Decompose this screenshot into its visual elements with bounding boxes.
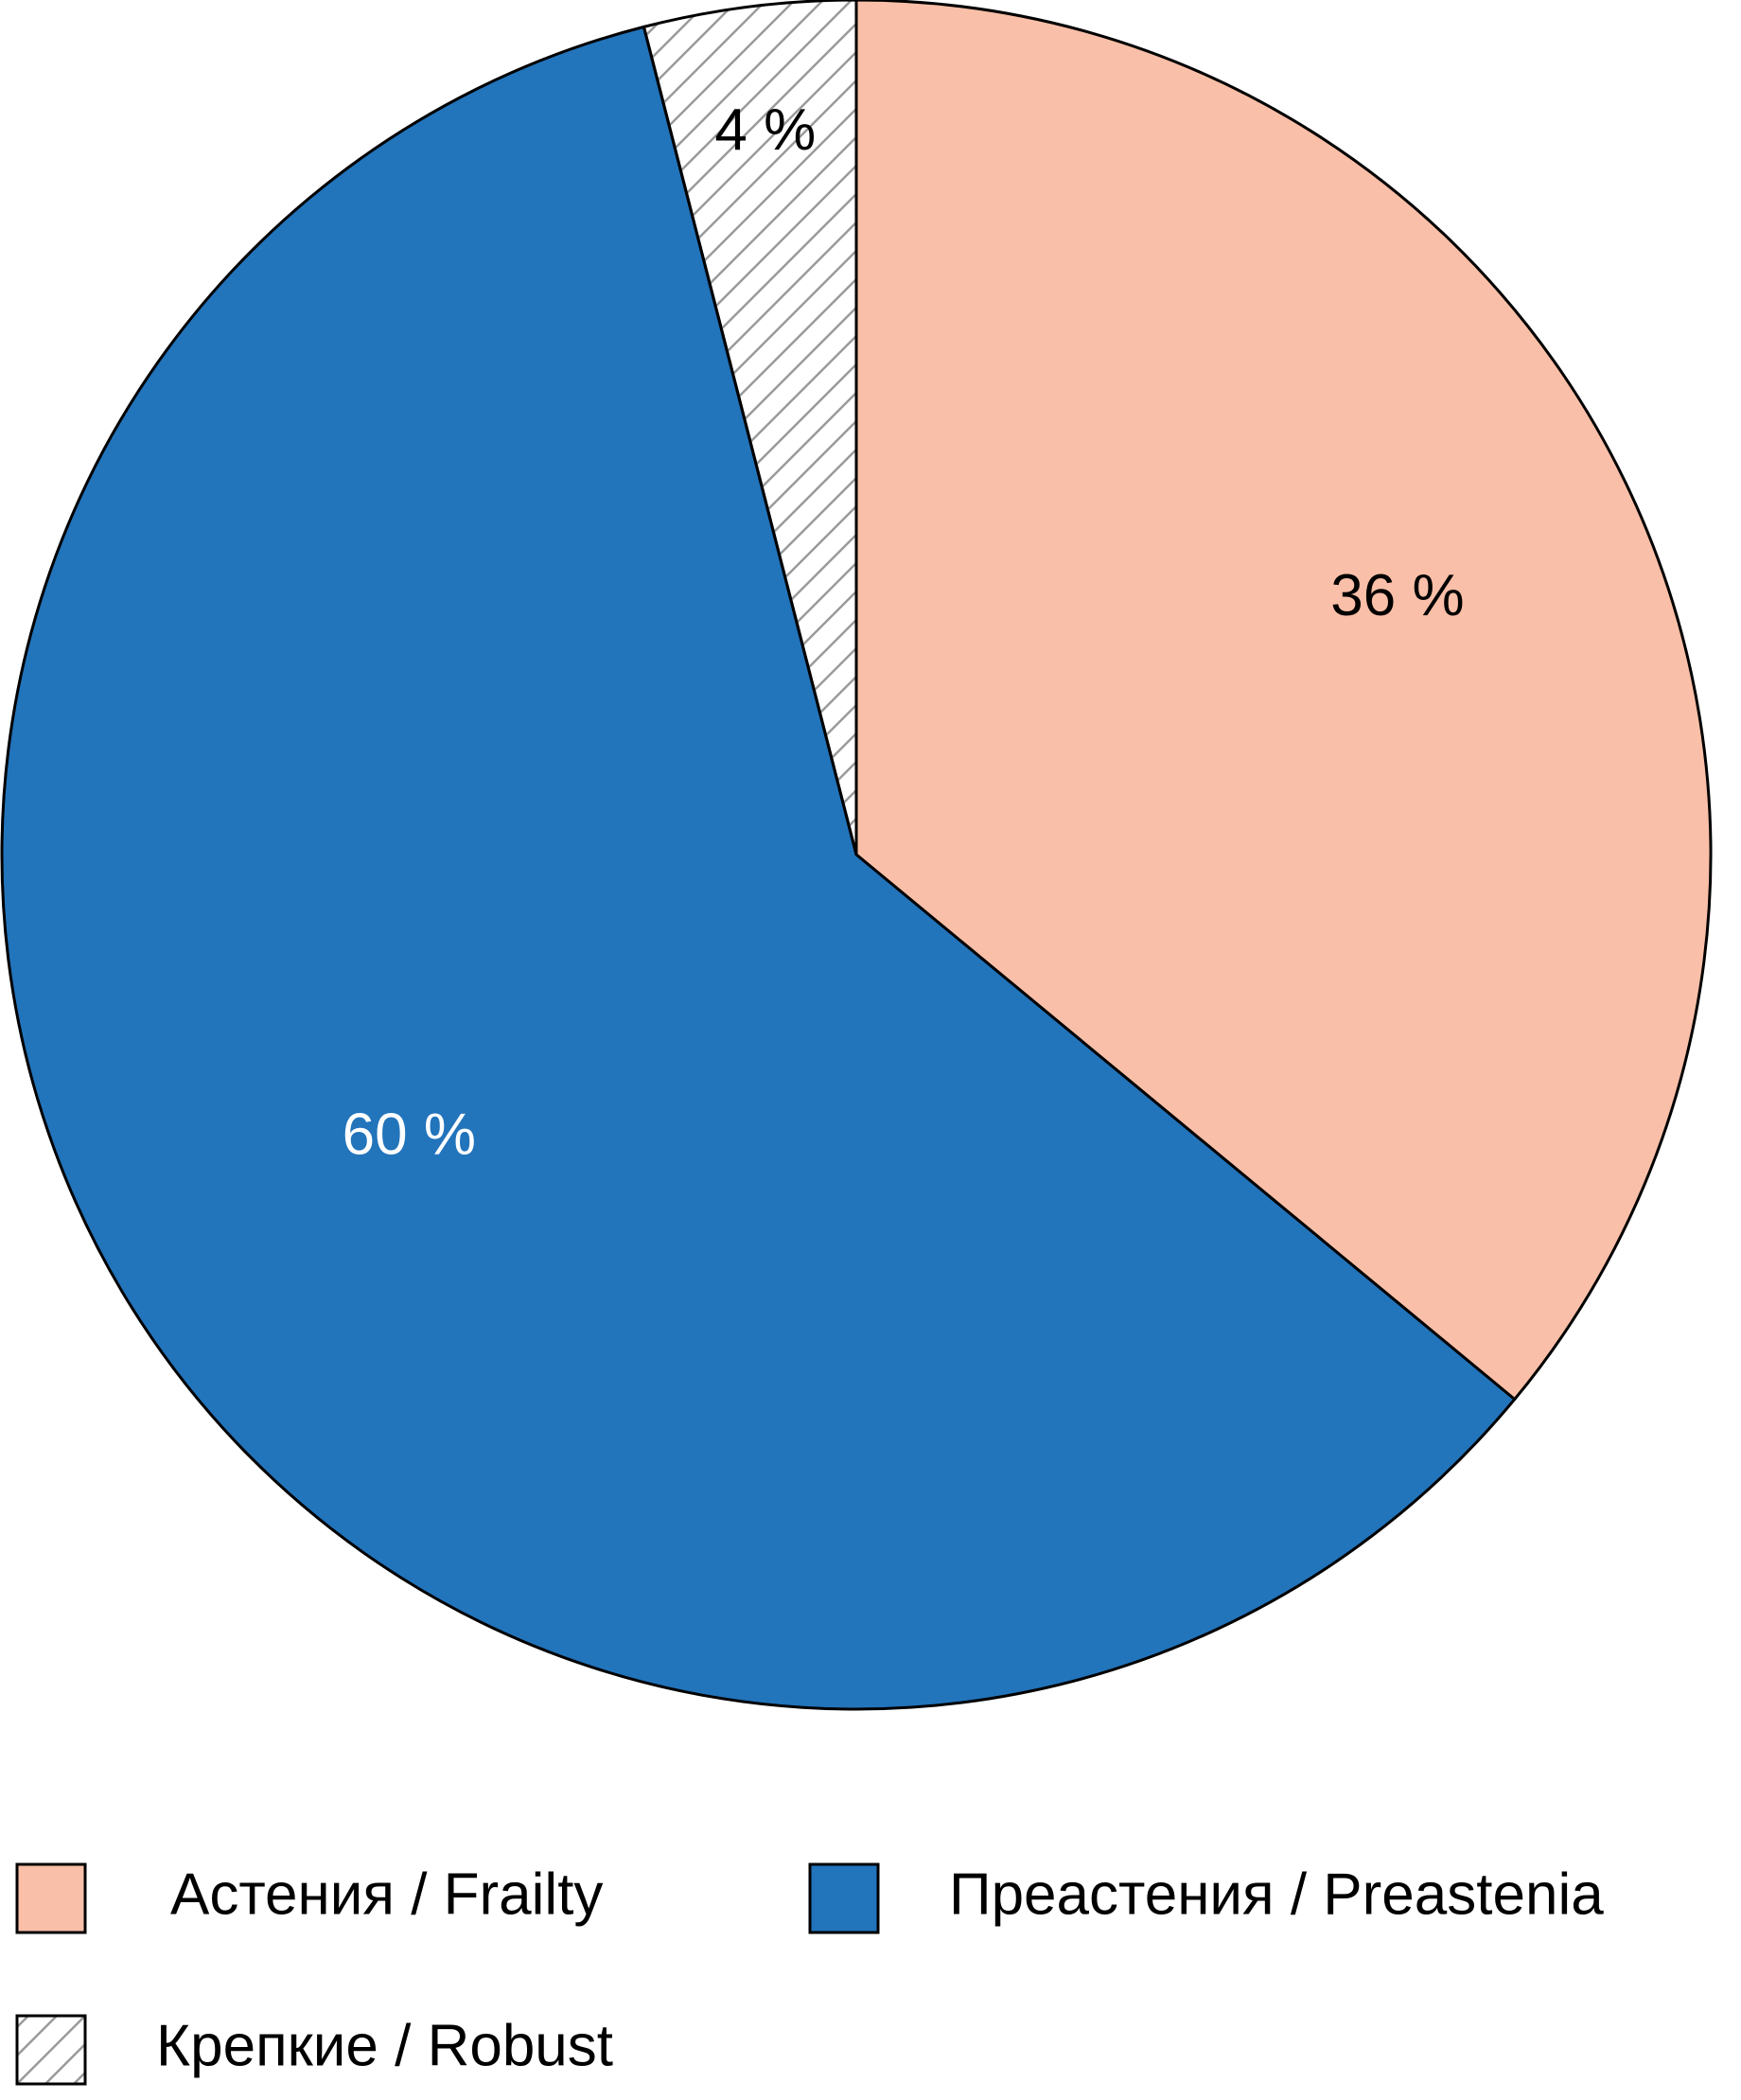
pie-slice-preastenia <box>0 25 1517 1711</box>
legend-swatch-preastenia <box>808 1862 880 1934</box>
slice-label-preastenia: 60 % <box>343 1102 476 1167</box>
legend-item-preastenia: Преастения / Preastenia <box>808 1862 1604 1934</box>
slice-label-robust: 4 % <box>714 97 816 163</box>
legend-label-preastenia: Преастения / Preastenia <box>949 1862 1604 1927</box>
legend: Астения / Frailty Преастения / Preastenia… <box>15 1862 1604 2086</box>
legend-swatch-robust <box>15 2014 87 2086</box>
legend-item-robust: Крепкие / Robust <box>15 2013 613 2086</box>
legend-item-frailty: Астения / Frailty <box>15 1862 603 1934</box>
legend-label-robust: Крепкие / Robust <box>156 2013 613 2078</box>
pie-slice-frailty <box>854 0 1713 1402</box>
legend-swatch-frailty <box>15 1862 87 1934</box>
pie-slices <box>0 0 1713 1711</box>
pie-slice-labels: 36 % 60 % 4 % <box>343 97 1465 1167</box>
legend-label-frailty: Астения / Frailty <box>170 1862 603 1927</box>
slice-label-frailty: 36 % <box>1330 563 1464 628</box>
pie-slice-robust <box>642 0 858 856</box>
